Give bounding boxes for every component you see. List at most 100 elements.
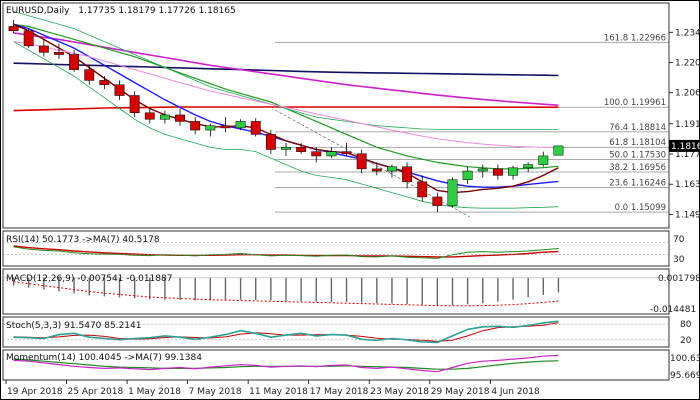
rsi-tick-70: 70 bbox=[673, 235, 685, 245]
fib-level-label: 100.0 1.19961 bbox=[604, 98, 666, 108]
candlesticks bbox=[8, 20, 564, 213]
candle-body bbox=[341, 151, 352, 155]
candle-body bbox=[159, 114, 170, 120]
candle-body bbox=[311, 151, 322, 157]
candle-body bbox=[99, 80, 110, 85]
rsi-line bbox=[13, 246, 559, 259]
date-tick-label: 4 Jun 2018 bbox=[491, 387, 540, 397]
price-tick-label: 1.20630 bbox=[675, 89, 700, 99]
candle bbox=[84, 65, 95, 85]
candle bbox=[326, 147, 337, 159]
candle-body bbox=[462, 170, 473, 180]
price-tick-label: 1.17790 bbox=[675, 150, 700, 160]
candle bbox=[311, 147, 322, 163]
chart-header: EURUSD,Daily 1.17735 1.18179 1.17726 1.1… bbox=[6, 6, 236, 16]
candle-body bbox=[69, 54, 80, 70]
stoch-panel[interactable]: Stoch(5,3,3) 91.5470 85.2141 80 20 bbox=[2, 316, 692, 348]
price-axis: 1.23430 1.22030 1.20630 1.19190 1.17790 1.163… bbox=[669, 28, 700, 220]
current-price-label: 1.18165 bbox=[671, 142, 700, 152]
candle-body bbox=[508, 167, 518, 176]
rsi-panel[interactable]: RSI(14) 50.1773 ->MA(7) 40.5178 70 30 bbox=[2, 230, 685, 267]
candle bbox=[23, 28, 34, 49]
candle-body bbox=[447, 179, 458, 206]
date-tick-label: 25 Apr 2018 bbox=[68, 387, 124, 397]
current-price-box bbox=[669, 139, 700, 152]
stoch-tick-20: 20 bbox=[680, 336, 692, 346]
candle bbox=[508, 165, 518, 180]
candle bbox=[402, 162, 413, 189]
candle-body bbox=[23, 30, 34, 47]
candle-body bbox=[281, 147, 291, 150]
date-tick-label: 19 Apr 2018 bbox=[7, 387, 63, 397]
candle-body bbox=[265, 134, 276, 150]
fib-level-label: 23.6 1.16246 bbox=[609, 178, 666, 188]
stoch-label: Stoch(5,3,3) 91.5470 85.2141 bbox=[6, 321, 141, 331]
candle-body bbox=[114, 84, 125, 96]
macd-tick-top: 0.001798 bbox=[658, 274, 700, 284]
candle bbox=[296, 143, 307, 154]
env-green-lower-line bbox=[13, 41, 559, 209]
candle bbox=[250, 118, 261, 137]
candle bbox=[144, 108, 155, 124]
candle bbox=[190, 117, 201, 135]
candle-body bbox=[477, 168, 488, 172]
fib-level-label: 0.0 1.15099 bbox=[615, 203, 666, 213]
candle-body bbox=[326, 151, 337, 157]
ohlc-label: 1.17735 1.18179 1.17726 1.18165 bbox=[78, 6, 235, 16]
candle bbox=[159, 110, 170, 124]
candle bbox=[205, 123, 216, 137]
macd-tick-bottom: -0.014481 bbox=[650, 305, 696, 315]
candle bbox=[281, 143, 291, 156]
candle bbox=[38, 39, 49, 57]
candle-body bbox=[432, 196, 443, 206]
candle-body bbox=[296, 147, 307, 152]
fib-level-label: 50.0 1.17530 bbox=[609, 151, 666, 161]
date-tick-label: 17 May 2018 bbox=[310, 387, 369, 397]
momentum-tick-top: 100.6305 bbox=[670, 354, 700, 364]
candle bbox=[54, 43, 64, 59]
env-pink-line bbox=[13, 41, 559, 149]
macd-signal-line bbox=[13, 281, 559, 307]
candle-body bbox=[84, 69, 95, 81]
candle bbox=[447, 177, 458, 208]
candle bbox=[235, 119, 246, 131]
candle bbox=[129, 91, 140, 118]
date-axis: 19 Apr 2018 25 Apr 2018 1 May 2018 7 May 20… bbox=[5, 380, 540, 397]
stoch-k-line bbox=[13, 320, 559, 344]
price-tick-label: 1.14990 bbox=[675, 210, 700, 220]
fib-level-label: 161.8 1.22966 bbox=[604, 33, 666, 43]
ma-magenta-line bbox=[13, 32, 559, 106]
candle bbox=[8, 20, 19, 33]
candle bbox=[114, 80, 125, 100]
fib-trend-line bbox=[274, 109, 471, 218]
price-panel[interactable]: 161.8 1.22966 100.0 1.19961 76.4 1.18814 61… bbox=[2, 2, 700, 229]
date-tick-label: 7 May 2018 bbox=[189, 387, 242, 397]
candle-body bbox=[38, 45, 49, 53]
candle-body bbox=[144, 112, 155, 120]
momentum-label: Momentum(14) 100.4045 ->MA(7) 99.1384 bbox=[6, 353, 202, 363]
macd-panel[interactable]: MACD(12,26,9) -0.007541 -0.011887 0.0017… bbox=[2, 268, 700, 315]
candle-body bbox=[492, 168, 503, 176]
momentum-line bbox=[13, 354, 559, 373]
fib-level-label: 76.4 1.18814 bbox=[609, 123, 666, 133]
rsi-tick-30: 30 bbox=[673, 255, 685, 265]
price-tick-label: 1.19190 bbox=[675, 120, 700, 130]
momentum-panel[interactable]: Momentum(14) 100.4045 ->MA(7) 99.1384 10… bbox=[2, 349, 700, 381]
candle-body bbox=[250, 121, 261, 135]
candle-body bbox=[356, 153, 367, 170]
candle bbox=[477, 164, 488, 178]
date-tick-label: 29 May 2018 bbox=[431, 387, 490, 397]
momentum-tick-bottom: 95.6695 bbox=[670, 371, 700, 381]
candle-body bbox=[220, 125, 231, 129]
candle-body bbox=[54, 52, 64, 55]
candle-body bbox=[190, 121, 201, 131]
date-tick-label: 11 May 2018 bbox=[249, 387, 308, 397]
candle-body bbox=[175, 114, 185, 122]
fib-level-label: 61.8 1.18104 bbox=[609, 138, 666, 148]
date-tick-label: 23 May 2018 bbox=[370, 387, 429, 397]
candle bbox=[356, 149, 367, 174]
candle-body bbox=[371, 168, 382, 172]
candle-body bbox=[538, 155, 549, 165]
fib-level-label: 38.2 1.16956 bbox=[609, 163, 666, 173]
